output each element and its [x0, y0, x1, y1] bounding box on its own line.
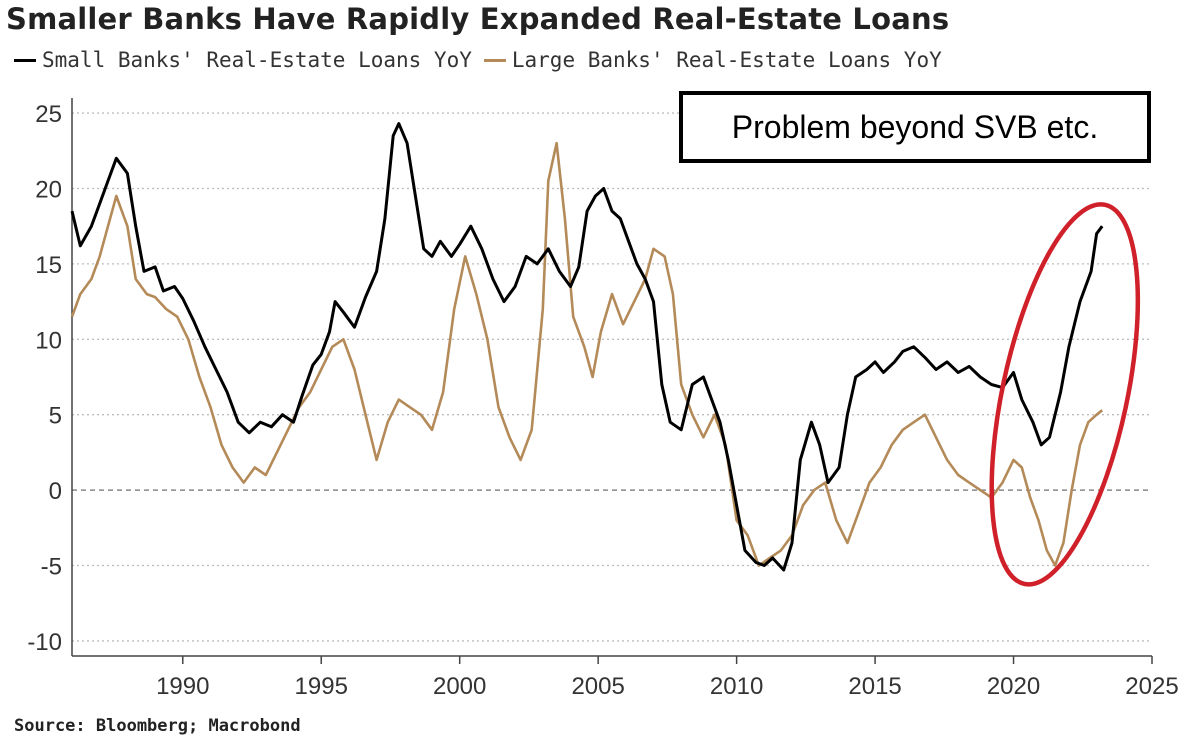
- x-tick-label: 1990: [156, 673, 209, 700]
- source-note: Source: Bloomberg; Macrobond: [14, 716, 301, 736]
- legend-item-small-banks: Small Banks' Real-Estate Loans YoY: [14, 48, 472, 72]
- y-tick-label: -10: [27, 629, 62, 656]
- x-tick-label: 2025: [1125, 673, 1178, 700]
- legend: Small Banks' Real-Estate Loans YoY Large…: [14, 48, 954, 72]
- x-tick-label: 2015: [848, 673, 901, 700]
- y-tick-label: -5: [41, 554, 62, 581]
- series-line-large-banks: [70, 141, 1104, 567]
- legend-label-small: Small Banks' Real-Estate Loans YoY: [42, 48, 472, 72]
- x-tick-label: 2000: [433, 673, 486, 700]
- y-tick-label: 5: [49, 403, 62, 430]
- series-line-small-banks: [70, 122, 1104, 572]
- x-tick-label: 1995: [295, 673, 348, 700]
- x-tick-label: 2020: [987, 673, 1040, 700]
- y-tick-label: 0: [49, 478, 62, 505]
- legend-swatch-large: [483, 58, 506, 62]
- legend-label-large: Large Banks' Real-Estate Loans YoY: [511, 48, 942, 72]
- annotation-callout: Problem beyond SVB etc.: [679, 91, 1151, 163]
- legend-item-large-banks: Large Banks' Real-Estate Loans YoY: [483, 48, 942, 72]
- x-tick-label: 2005: [571, 673, 624, 700]
- highlight-ellipse: [989, 202, 1141, 587]
- y-tick-label: 10: [35, 327, 62, 354]
- chart-title: Smaller Banks Have Rapidly Expanded Real…: [6, 2, 950, 36]
- y-tick-label: 20: [35, 176, 62, 203]
- y-tick-label: 25: [35, 101, 62, 128]
- y-tick-label: 15: [35, 252, 62, 279]
- x-tick-label: 2010: [710, 673, 763, 700]
- legend-swatch-small: [14, 58, 36, 62]
